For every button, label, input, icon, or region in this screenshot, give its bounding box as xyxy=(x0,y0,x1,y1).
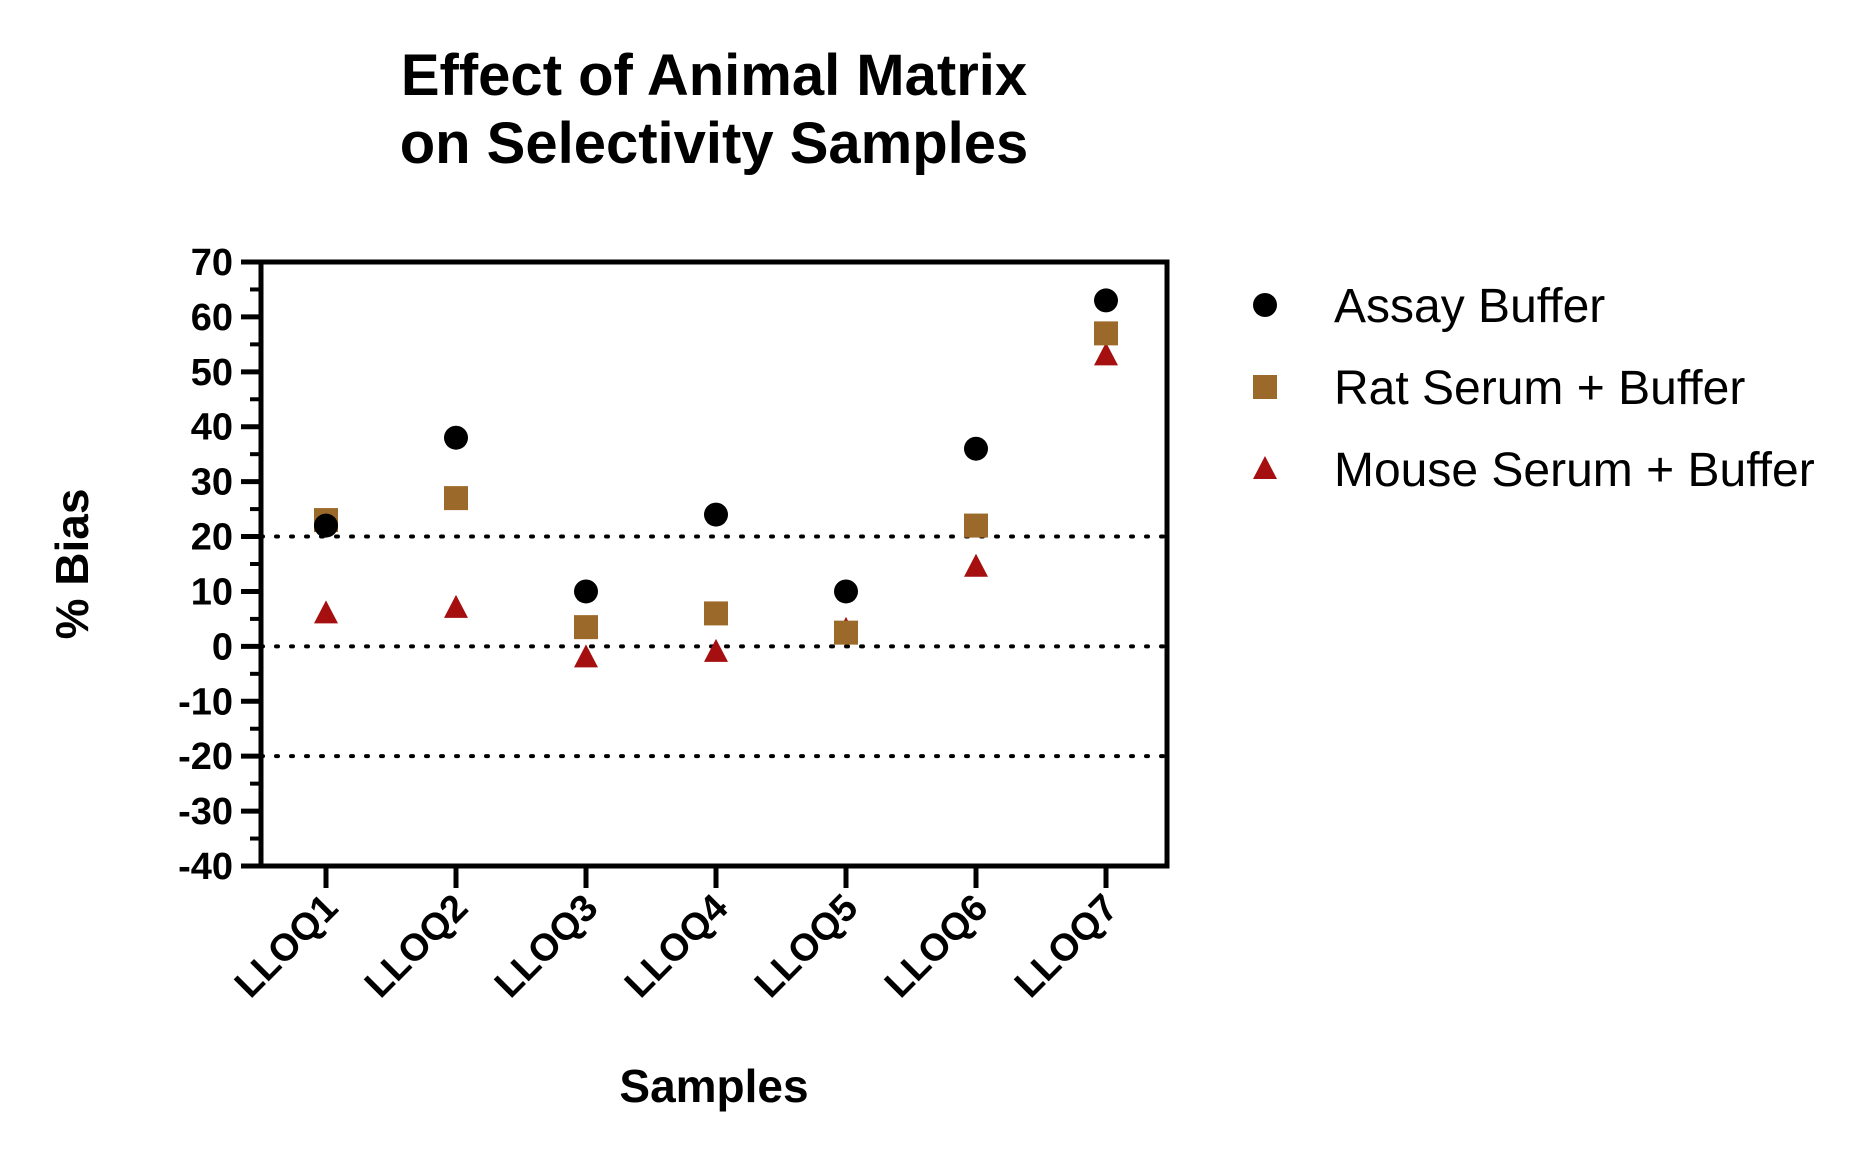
x-axis: LLOQ1 LLOQ2 LLOQ3 LLOQ4 LLOQ5 LLOQ6 LLOQ7 xyxy=(227,866,1126,1006)
plot-frame xyxy=(258,259,1170,869)
x-tick-label: LLOQ2 xyxy=(357,887,476,1006)
chart-title-line-1: Effect of Animal Matrix xyxy=(401,43,1027,108)
data-point-triangle xyxy=(704,638,728,662)
y-tick-label: 40 xyxy=(191,407,233,449)
data-point-circle xyxy=(704,502,728,527)
legend-marker-square xyxy=(1253,375,1277,399)
x-tick-label: LLOQ1 xyxy=(227,887,346,1006)
x-axis-title: Samples xyxy=(619,1060,808,1112)
x-tick-label: LLOQ4 xyxy=(617,887,736,1006)
legend: Assay Buffer Rat Serum + Buffer Mouse Seru… xyxy=(1253,280,1815,497)
chart-title-line-2: on Selectivity Samples xyxy=(400,111,1029,176)
y-tick-label: -10 xyxy=(178,681,233,723)
data-point-circle xyxy=(314,513,338,538)
y-tick-label: 70 xyxy=(191,242,233,284)
data-point-triangle xyxy=(964,553,988,577)
data-point-square xyxy=(964,513,988,538)
data-point-triangle xyxy=(1094,342,1118,366)
data-point-circle xyxy=(574,579,598,604)
data-point-circle xyxy=(834,579,858,604)
legend-label: Mouse Serum + Buffer xyxy=(1334,444,1815,497)
y-tick-label: 30 xyxy=(191,462,233,504)
data-point-triangle xyxy=(444,594,468,618)
data-point-triangle xyxy=(574,644,598,668)
y-tick-label: 0 xyxy=(212,626,233,668)
y-tick-label: 20 xyxy=(191,517,233,559)
y-axis-title: % Bias xyxy=(46,489,98,640)
data-point-circle xyxy=(1094,288,1118,313)
legend-marker-triangle xyxy=(1253,456,1277,479)
data-point-square xyxy=(444,486,468,511)
data-point-square xyxy=(1094,321,1118,346)
legend-marker-circle xyxy=(1253,293,1277,317)
data-point-square xyxy=(704,601,728,626)
y-tick-label: -20 xyxy=(178,736,233,778)
y-tick-label: 50 xyxy=(191,352,233,394)
data-point-square xyxy=(834,620,858,645)
data-point-square xyxy=(574,615,598,640)
data-point-triangle xyxy=(314,600,338,624)
data-points xyxy=(314,288,1118,668)
y-tick-label: -30 xyxy=(178,791,233,833)
x-tick-label: LLOQ7 xyxy=(1007,887,1126,1006)
x-tick-label: LLOQ6 xyxy=(877,887,996,1006)
legend-label: Assay Buffer xyxy=(1334,280,1605,333)
y-axis: 70 60 50 40 30 20 10 0 -10 -20 -30 -40 xyxy=(178,242,261,888)
y-tick-label: 60 xyxy=(191,297,233,339)
data-point-circle xyxy=(964,436,988,461)
data-point-circle xyxy=(444,425,468,450)
legend-label: Rat Serum + Buffer xyxy=(1334,362,1745,415)
y-tick-label: -40 xyxy=(178,846,233,888)
x-tick-label: LLOQ5 xyxy=(747,887,866,1006)
y-tick-label: 10 xyxy=(191,571,233,613)
x-tick-label: LLOQ3 xyxy=(487,887,606,1006)
